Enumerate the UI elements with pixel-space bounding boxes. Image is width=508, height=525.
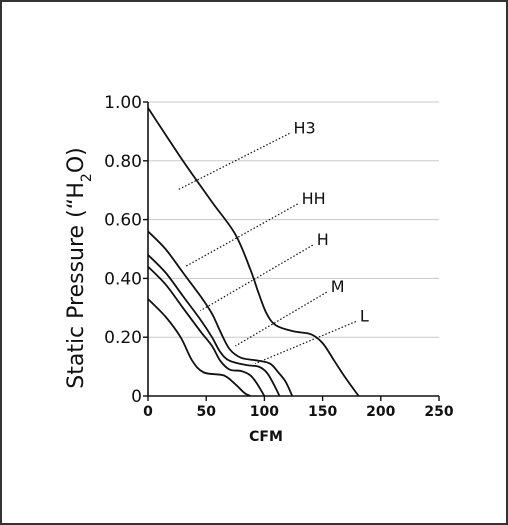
leader-lines-layer — [176, 132, 357, 365]
curve-label-hh: HH — [302, 189, 326, 208]
x-tick-label: 100 — [250, 404, 279, 420]
y-tick-label: 0.40 — [104, 269, 142, 289]
x-tick-label: 200 — [366, 404, 395, 420]
x-tick-labels: 0 50 100 150 200 250 — [143, 396, 454, 420]
curve-m — [147, 265, 266, 397]
grid-layer — [148, 101, 439, 338]
curve-label-l: L — [360, 307, 369, 326]
curve-hh — [147, 230, 294, 397]
y-tick-label: 1.00 — [104, 93, 142, 113]
leader-line-l — [254, 321, 357, 365]
y-axis-label-part-3: O) — [64, 147, 89, 173]
leader-line-h3 — [176, 132, 290, 191]
y-tick-label: 0.20 — [104, 328, 142, 348]
y-axis-label: Static Pressure (“H2O) — [64, 147, 95, 389]
x-tick-label: 0 — [143, 404, 153, 420]
axes-layer — [147, 102, 439, 397]
y-axis-label-subscript: 2 — [79, 173, 95, 182]
x-tick-label: 150 — [308, 404, 337, 420]
y-tick-labels: 0 0.20 0.40 0.60 0.80 1.00 — [104, 93, 148, 407]
curve-h — [147, 254, 281, 397]
y-tick-label: 0 — [131, 387, 142, 407]
x-axis-label: CFM — [249, 429, 283, 445]
curve-label-h: H — [317, 230, 329, 249]
x-tick-label: 50 — [196, 404, 216, 420]
y-axis-label-part-1: Static Pressure (“H — [64, 182, 89, 389]
leader-line-hh — [184, 203, 298, 268]
curve-label-m: M — [331, 277, 345, 296]
curve-h3 — [147, 107, 360, 397]
curves-layer — [147, 107, 360, 397]
y-tick-label: 0.80 — [104, 152, 142, 172]
curve-l — [147, 298, 251, 397]
x-tick-label: 250 — [424, 404, 453, 420]
leader-line-h — [200, 244, 314, 312]
y-tick-label: 0.60 — [104, 211, 142, 231]
leader-line-m — [234, 291, 328, 347]
curve-label-h3: H3 — [294, 118, 316, 137]
